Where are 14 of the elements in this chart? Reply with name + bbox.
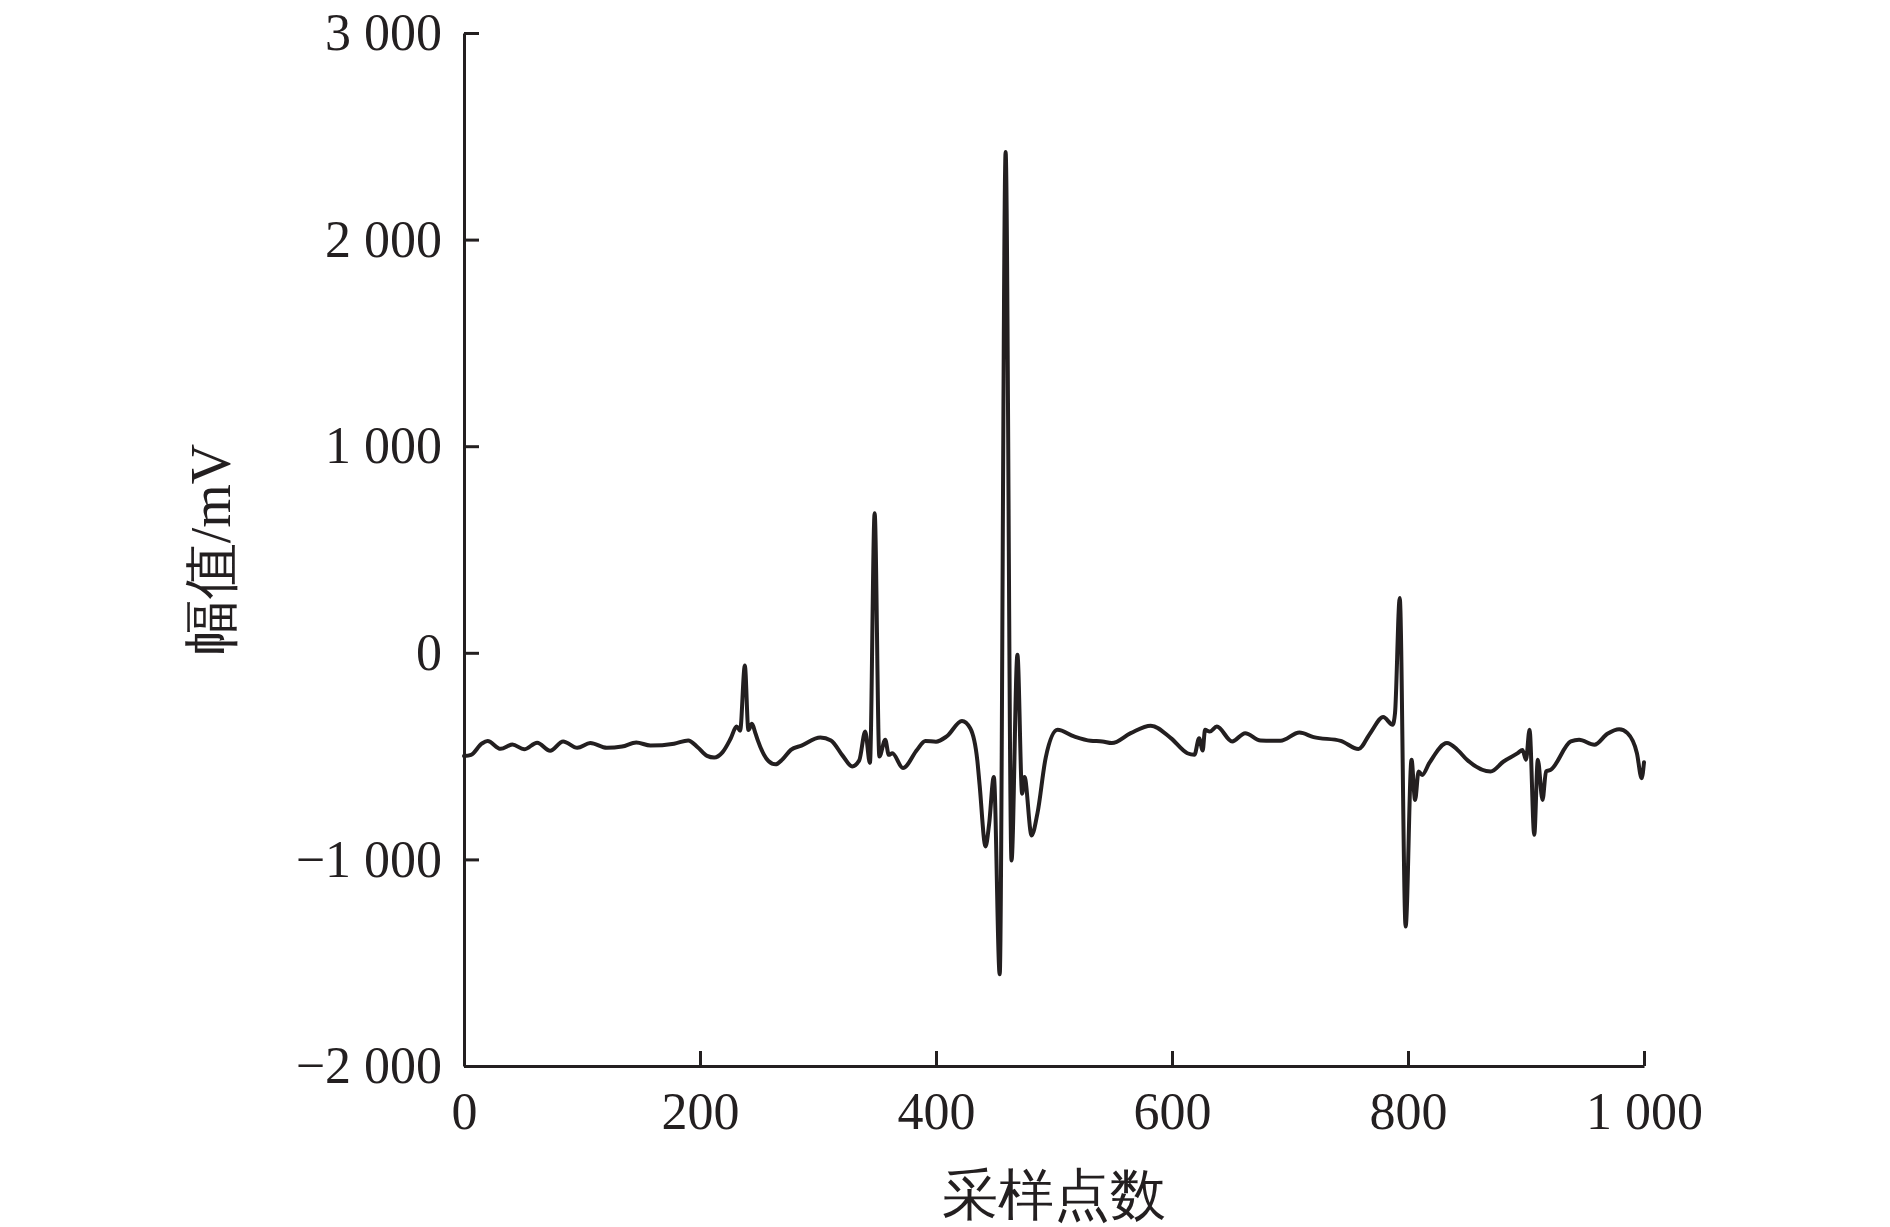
x-tick-label: 1 000 <box>1586 1082 1703 1140</box>
y-tick-label: 1 000 <box>325 417 442 475</box>
y-tick-label: −2 000 <box>295 1037 442 1095</box>
x-tick-label: 800 <box>1369 1082 1448 1140</box>
x-tick-label: 200 <box>661 1082 740 1140</box>
y-tick-label: 3 000 <box>325 4 442 62</box>
y-tick-label: 2 000 <box>325 210 442 268</box>
x-tick-label: 0 <box>451 1082 478 1140</box>
y-tick-label: 0 <box>416 623 442 681</box>
y-tick-label: −1 000 <box>295 830 442 888</box>
x-tick-label: 400 <box>897 1082 976 1140</box>
x-axis-title: 采样点数 <box>942 1164 1166 1226</box>
x-tick-label: 600 <box>1133 1082 1212 1140</box>
y-axis-title: 幅值/mV <box>180 443 242 656</box>
